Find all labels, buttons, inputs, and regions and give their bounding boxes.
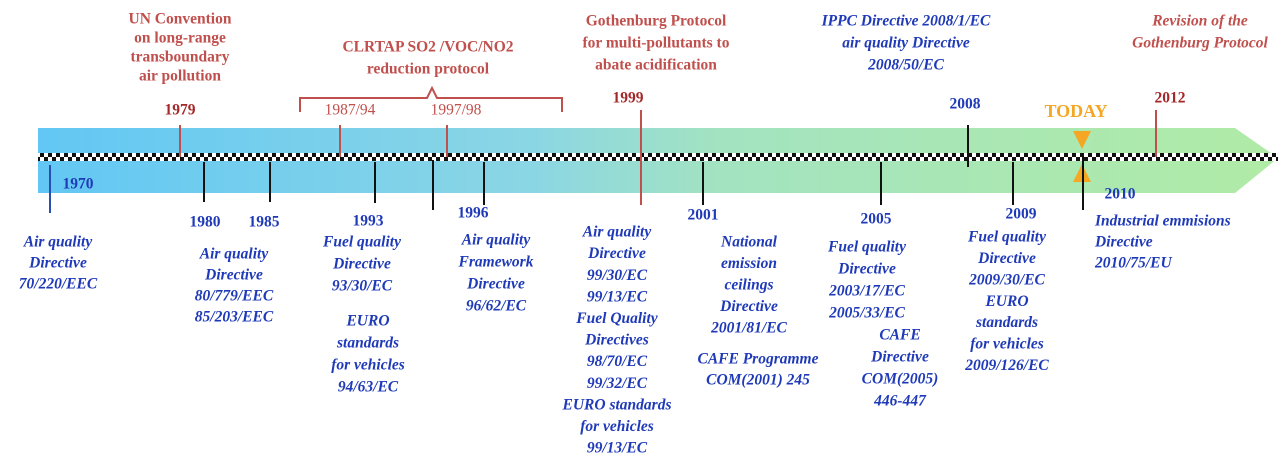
event-text: 94/63/EC: [338, 379, 399, 396]
event-text: CAFE Programme: [697, 351, 818, 368]
year-label: 1985: [249, 214, 280, 231]
event-text: 2009/30/EC: [968, 271, 1045, 288]
event-text: on long-range: [134, 30, 226, 47]
event-text: abate acidification: [595, 57, 717, 74]
event-text: transboundary: [130, 49, 229, 66]
event-text: for vehicles: [331, 357, 405, 374]
event-text: CAFE: [879, 327, 920, 344]
event-text: EURO: [984, 293, 1028, 310]
event-text: Gothenburg Protocol: [1132, 35, 1268, 52]
event-text: 98/70/EC: [587, 353, 648, 370]
event-text: standards: [336, 335, 399, 352]
event-text: air pollution: [139, 68, 221, 85]
bracket: [299, 85, 563, 112]
event-text: 2010/75/EU: [1094, 255, 1172, 272]
event-text: Directive: [977, 250, 1036, 267]
event-text: 99/13/EC: [587, 288, 648, 305]
year-label: 1970: [63, 176, 94, 193]
event-text: National: [720, 234, 778, 251]
event-text: 80/779/EEC: [195, 288, 274, 305]
event-text: ceilings: [724, 277, 773, 294]
event-text: 85/203/EEC: [195, 309, 274, 326]
year-label: 2010: [1105, 186, 1136, 203]
event-text: Framework: [458, 254, 534, 271]
year-label: 2009: [1006, 206, 1037, 223]
event-text: 2009/126/EC: [964, 357, 1049, 374]
event-text: 99/13/EC: [587, 440, 648, 457]
event-text: Directive: [837, 261, 896, 278]
year-label: 1999: [613, 90, 644, 107]
event-text: Air quality: [461, 232, 531, 249]
event-text: 2008/50/EC: [867, 57, 944, 74]
event-text: Directive: [28, 255, 87, 272]
year-label: 1997/98: [431, 102, 482, 119]
year-label: 1993: [353, 213, 384, 230]
year-label: 1996: [458, 205, 489, 222]
today-label: TODAY: [1044, 101, 1107, 121]
event-text: 96/62/EC: [466, 298, 527, 315]
event-text: Air quality: [23, 234, 93, 251]
event-text: 2001/81/EC: [710, 320, 787, 337]
event-text: air quality Directive: [842, 35, 970, 52]
event-text: 70/220/EEC: [19, 276, 98, 293]
event-text: reduction protocol: [367, 61, 490, 78]
event-text: Fuel quality: [827, 239, 906, 256]
event-text: 446-447: [873, 393, 927, 410]
event-text: Gothenburg Protocol: [586, 13, 727, 30]
event-text: 99/32/EC: [587, 375, 648, 392]
event-text: for vehicles: [970, 336, 1044, 353]
year-label: 1980: [190, 214, 221, 231]
today-marker: [1073, 131, 1091, 149]
event-text: 99/30/EC: [587, 267, 648, 284]
event-text: Fuel quality: [967, 229, 1046, 246]
event-text: 2005/33/EC: [828, 305, 905, 322]
event-text: Directive: [466, 276, 525, 293]
event-text: UN Convention: [129, 11, 232, 28]
event-text: Air quality: [199, 246, 269, 263]
year-label: 2005: [861, 211, 892, 228]
event-text: 2003/17/EC: [828, 283, 905, 300]
event-text: EURO: [345, 313, 389, 330]
event-text: EURO standards: [562, 396, 672, 413]
year-label: 2008: [950, 96, 981, 113]
event-text: COM(2001) 245: [706, 372, 810, 389]
event-text: Fuel quality: [322, 234, 401, 251]
year-label: 2001: [688, 207, 719, 224]
year-label: 1979: [165, 102, 196, 119]
year-label: 2012: [1155, 90, 1186, 107]
event-text: for multi-pollutants to: [583, 35, 730, 52]
event-text: standards: [975, 314, 1038, 331]
event-text: CLRTAP SO2 /VOC/NO2: [342, 39, 513, 56]
event-text: emission: [721, 255, 777, 272]
event-text: Directives: [584, 332, 649, 349]
event-text: Directive: [719, 298, 778, 315]
event-text: COM(2005): [862, 371, 939, 388]
event-text: for vehicles: [580, 418, 654, 435]
year-label: 1987/94: [325, 102, 376, 119]
checkered-line: [38, 153, 1278, 161]
event-text: Directive: [332, 256, 391, 273]
event-text: Air quality: [582, 224, 652, 241]
event-text: IPPC Directive 2008/1/EC: [821, 13, 991, 30]
event-text: Industrial emmisions: [1094, 213, 1231, 230]
event-text: Directive: [1094, 234, 1153, 251]
event-text: 93/30/EC: [332, 278, 393, 295]
event-text: Revision of the: [1151, 13, 1248, 30]
event-text: Directive: [870, 349, 929, 366]
event-text: Directive: [204, 267, 263, 284]
event-text: Directive: [587, 245, 646, 262]
event-text: Fuel Quality: [575, 310, 658, 327]
